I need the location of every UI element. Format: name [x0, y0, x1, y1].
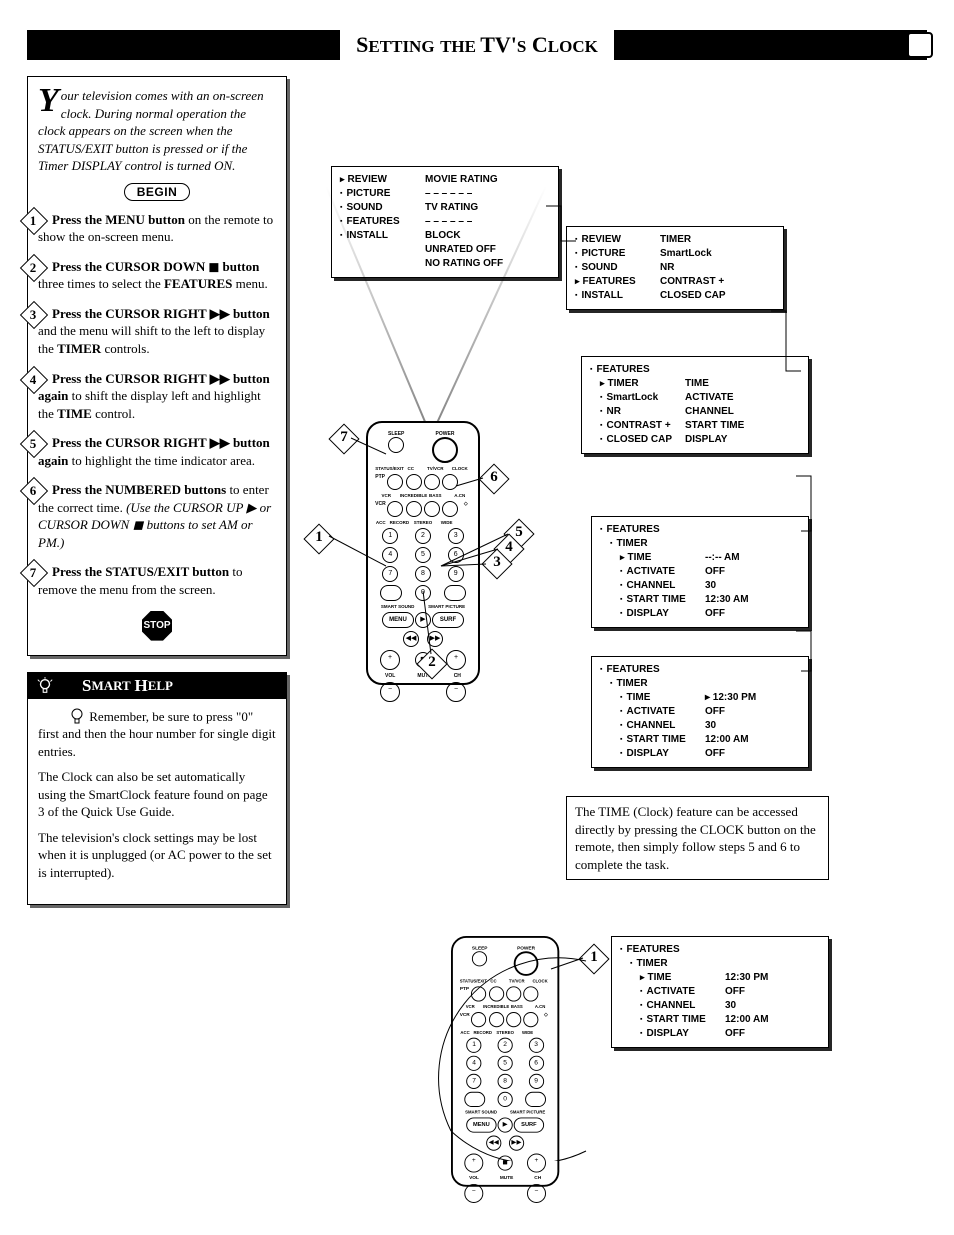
step-2: 2Press the CURSOR DOWN ◼ button three ti…: [38, 258, 276, 293]
step-5: 5Press the CURSOR RIGHT ▶▶ button again …: [38, 434, 276, 469]
step-3: 3Press the CURSOR RIGHT ▶▶ button and th…: [38, 305, 276, 358]
step-1: 1Press the MENU button on the remote to …: [38, 211, 276, 246]
lightbulb-icon: [36, 677, 54, 695]
stop-marker: STOP: [38, 611, 276, 641]
intro-text: Your television comes with an on-screen …: [38, 87, 276, 175]
osd-menu-5: FEATURESTIMERTIMEACTIVATECHANNELSTART TI…: [591, 656, 809, 768]
diagram-area: REVIEWPICTURESOUNDFEATURESINSTALLMOVIE R…: [301, 76, 927, 1136]
remote-control-b: SLEEPPOWERSTATUS/EXITCCTV/VCRCLOCKPTPVCR…: [451, 936, 559, 1187]
corner-icon: [907, 32, 933, 58]
step-4: 4Press the CURSOR RIGHT ▶▶ button again …: [38, 370, 276, 423]
callout-b1: 1: [581, 946, 607, 972]
instructions-panel: Your television comes with an on-screen …: [27, 76, 287, 656]
smart-help-paragraph: The Clock can also be set automatically …: [38, 768, 276, 821]
callout-2: 2: [419, 651, 445, 677]
smart-help-paragraph: The television's clock settings may be l…: [38, 829, 276, 882]
callout-1: 1: [306, 526, 332, 552]
osd-menu-6: FEATURESTIMERTIMEACTIVATECHANNELSTART TI…: [611, 936, 829, 1048]
clock-note: The TIME (Clock) feature can be accessed…: [566, 796, 829, 880]
step-6: 6Press the NUMBERED buttons to enter the…: [38, 481, 276, 551]
osd-menu-4: FEATURESTIMERTIMEACTIVATECHANNELSTART TI…: [591, 516, 809, 628]
osd-menu-3: FEATURESTIMERSmartLockNRCONTRAST +CLOSED…: [581, 356, 809, 454]
step-7: 7Press the STATUS/EXIT button to remove …: [38, 563, 276, 598]
smart-help-paragraph: Remember, be sure to press "0" first and…: [38, 707, 276, 761]
osd-menu-2: REVIEWPICTURESOUNDFEATURESINSTALLTIMERSm…: [566, 226, 784, 310]
begin-marker: BEGIN: [38, 183, 276, 201]
smart-help-panel: SMART HELP Remember, be sure to press "0…: [27, 672, 287, 905]
remote-control: SLEEPPOWERSTATUS/EXITCCTV/VCRCLOCKPTPVCR…: [366, 421, 480, 685]
callout-3: 3: [484, 551, 510, 577]
callout-6: 6: [481, 466, 507, 492]
title-bar: SETTING THE TV'S CLOCK: [27, 30, 927, 60]
callout-7: 7: [331, 426, 357, 452]
smart-help-header: SMART HELP: [28, 673, 286, 699]
projection-rays: [311, 181, 591, 441]
lightbulb-icon: [68, 707, 86, 725]
